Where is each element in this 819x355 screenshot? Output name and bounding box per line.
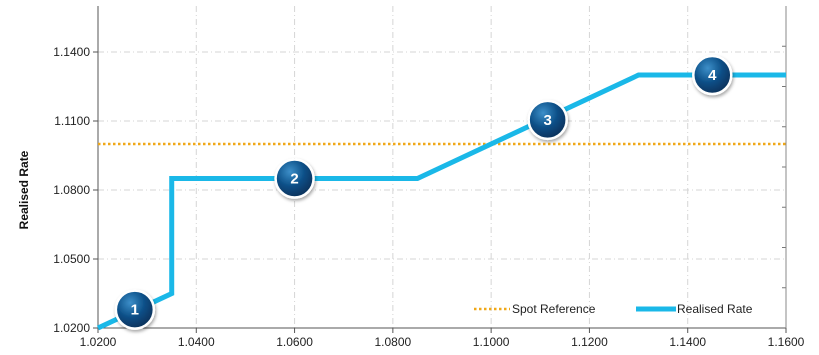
y-tick-label: 1.0500 xyxy=(53,252,90,266)
y-tick-label: 1.0800 xyxy=(53,183,90,197)
marker-label: 2 xyxy=(290,171,298,188)
marker-circle xyxy=(274,158,315,199)
axes xyxy=(93,6,787,333)
realised-rate-line xyxy=(96,72,786,331)
marker-circle xyxy=(527,99,568,141)
x-tick-label: 1.1600 xyxy=(768,335,805,349)
x-tick-label: 1.1200 xyxy=(571,335,608,349)
x-tick-label: 1.0800 xyxy=(375,335,412,349)
y-tick-label: 1.1100 xyxy=(54,114,90,128)
y-tick-label: 1.1400 xyxy=(53,45,90,59)
marker-3: 3 xyxy=(527,99,568,141)
legend-item-spot-reference: Spot Reference xyxy=(474,302,596,316)
marker-label: 1 xyxy=(131,302,139,319)
y-tick-labels: 1.0200 1.0500 1.0800 1.1100 1.1400 xyxy=(53,45,90,335)
legend: Spot Reference Realised Rate xyxy=(474,302,753,316)
x-tick-label: 1.0400 xyxy=(178,335,215,349)
legend-label: Spot Reference xyxy=(512,302,596,316)
y-axis-label: Realised Rate xyxy=(17,150,31,229)
legend-item-realised-rate: Realised Rate xyxy=(636,302,753,316)
marker-2: 2 xyxy=(274,158,315,199)
x-tick-labels: 1.0200 1.0400 1.0600 1.0800 1.1000 1.1200 1.14… xyxy=(80,335,805,349)
series xyxy=(96,72,786,331)
marker-label: 3 xyxy=(543,112,551,129)
legend-label: Realised Rate xyxy=(677,302,753,316)
x-tick-label: 1.0600 xyxy=(276,335,313,349)
marker-label: 4 xyxy=(708,67,717,84)
markers: 1 2 3 4 xyxy=(114,54,733,330)
x-tick-label: 1.0200 xyxy=(80,335,117,349)
marker-circle xyxy=(692,54,733,96)
y-tick-label: 1.0200 xyxy=(53,321,90,335)
x-tick-label: 1.1400 xyxy=(669,335,706,349)
x-tick-label: 1.1000 xyxy=(473,335,510,349)
marker-circle xyxy=(114,289,156,330)
marker-1: 1 xyxy=(114,289,156,330)
marker-4: 4 xyxy=(692,54,733,96)
